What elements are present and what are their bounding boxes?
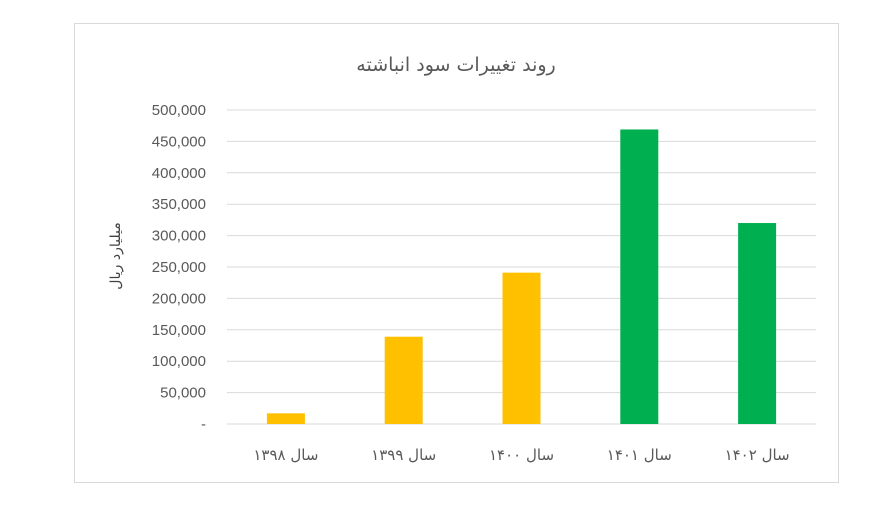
x-tick-label: سال ۱۳۹۹ bbox=[371, 446, 436, 464]
y-tick-label: 150,000 bbox=[152, 322, 206, 339]
x-tick-label: سال ۱۴۰۲ bbox=[725, 446, 790, 464]
x-tick-label: سال ۱۴۰۰ bbox=[489, 446, 554, 464]
bar bbox=[502, 272, 541, 424]
grid-lines bbox=[227, 109, 816, 425]
bars bbox=[266, 129, 777, 424]
y-tick-label: - bbox=[201, 416, 206, 433]
y-tick-label: 500,000 bbox=[152, 102, 206, 119]
bar bbox=[620, 129, 659, 424]
chart-title: روند تغییرات سود انباشته bbox=[356, 54, 555, 76]
x-tick-label: سال ۱۳۹۸ bbox=[253, 446, 318, 464]
y-tick-label: 200,000 bbox=[152, 290, 206, 307]
y-tick-label: 400,000 bbox=[152, 165, 206, 182]
bar bbox=[738, 223, 777, 424]
x-axis-ticks: سال ۱۳۹۸ سال ۱۳۹۹ سال ۱۴۰۰ سال ۱۴۰۱ سال ۱۴۰۲ bbox=[253, 446, 789, 464]
y-tick-label: 250,000 bbox=[152, 259, 206, 276]
bar bbox=[266, 413, 305, 424]
y-axis-ticks: - 50,000 100,000 150,000 200,000 250,000 300,0… bbox=[152, 102, 206, 433]
chart-frame bbox=[74, 23, 839, 483]
bar bbox=[384, 336, 423, 424]
y-tick-label: 100,000 bbox=[152, 353, 206, 370]
y-tick-label: 300,000 bbox=[152, 228, 206, 245]
y-axis-label: میلیارد ریال bbox=[108, 222, 124, 289]
y-tick-label: 450,000 bbox=[152, 133, 206, 150]
x-tick-label: سال ۱۴۰۱ bbox=[607, 446, 672, 464]
y-tick-label: 50,000 bbox=[160, 385, 206, 402]
y-tick-label: 350,000 bbox=[152, 196, 206, 213]
